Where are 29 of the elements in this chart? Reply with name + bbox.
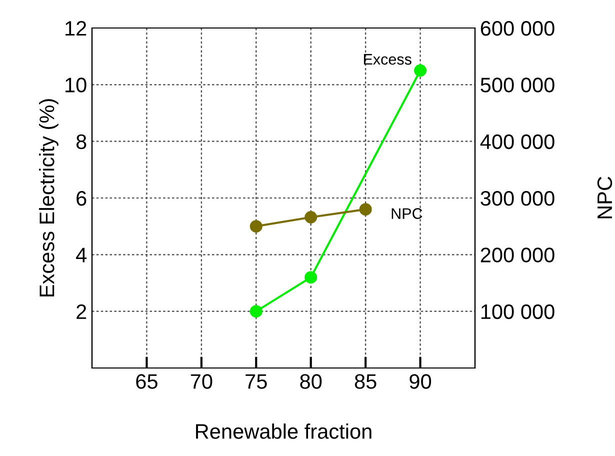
point — [414, 64, 427, 77]
y-axis-title: Excess Electricity (%) — [38, 99, 58, 296]
point — [304, 211, 318, 224]
y-tick-label: 4 — [76, 248, 87, 262]
x-tick-label: 70 — [190, 374, 212, 389]
point — [359, 203, 372, 216]
x-axis-title: Renewable fraction — [196, 424, 372, 439]
y2-tick-label: 300 000 — [480, 191, 554, 206]
point — [250, 305, 262, 318]
y-tick-label: 8 — [76, 134, 86, 150]
x-tick-label: 90 — [410, 374, 432, 389]
y-tick-label: 12 — [66, 21, 86, 36]
y2-axis-title: NPC — [597, 176, 612, 218]
y-tick-label: 6 — [76, 191, 86, 206]
y2-tick-label: 100 000 — [481, 304, 554, 320]
x-tick-label: 80 — [300, 374, 322, 389]
x-tick-label: 75 — [246, 374, 267, 389]
y2-tick-label: 600 000 — [480, 21, 554, 36]
y2-tick-label: 500 000 — [480, 78, 554, 92]
point — [250, 220, 262, 233]
y-tick-label: 10 — [66, 78, 86, 92]
point — [304, 271, 318, 284]
y2-tick-label: 200 000 — [480, 248, 554, 262]
y-tick-label: 2 — [76, 304, 86, 319]
series-label: Excess — [364, 54, 412, 65]
series-label: NPC — [392, 208, 422, 219]
y2-tick-label: 400 000 — [480, 134, 554, 150]
x-tick-label: 65 — [136, 374, 158, 389]
x-tick-label: 85 — [354, 374, 376, 389]
